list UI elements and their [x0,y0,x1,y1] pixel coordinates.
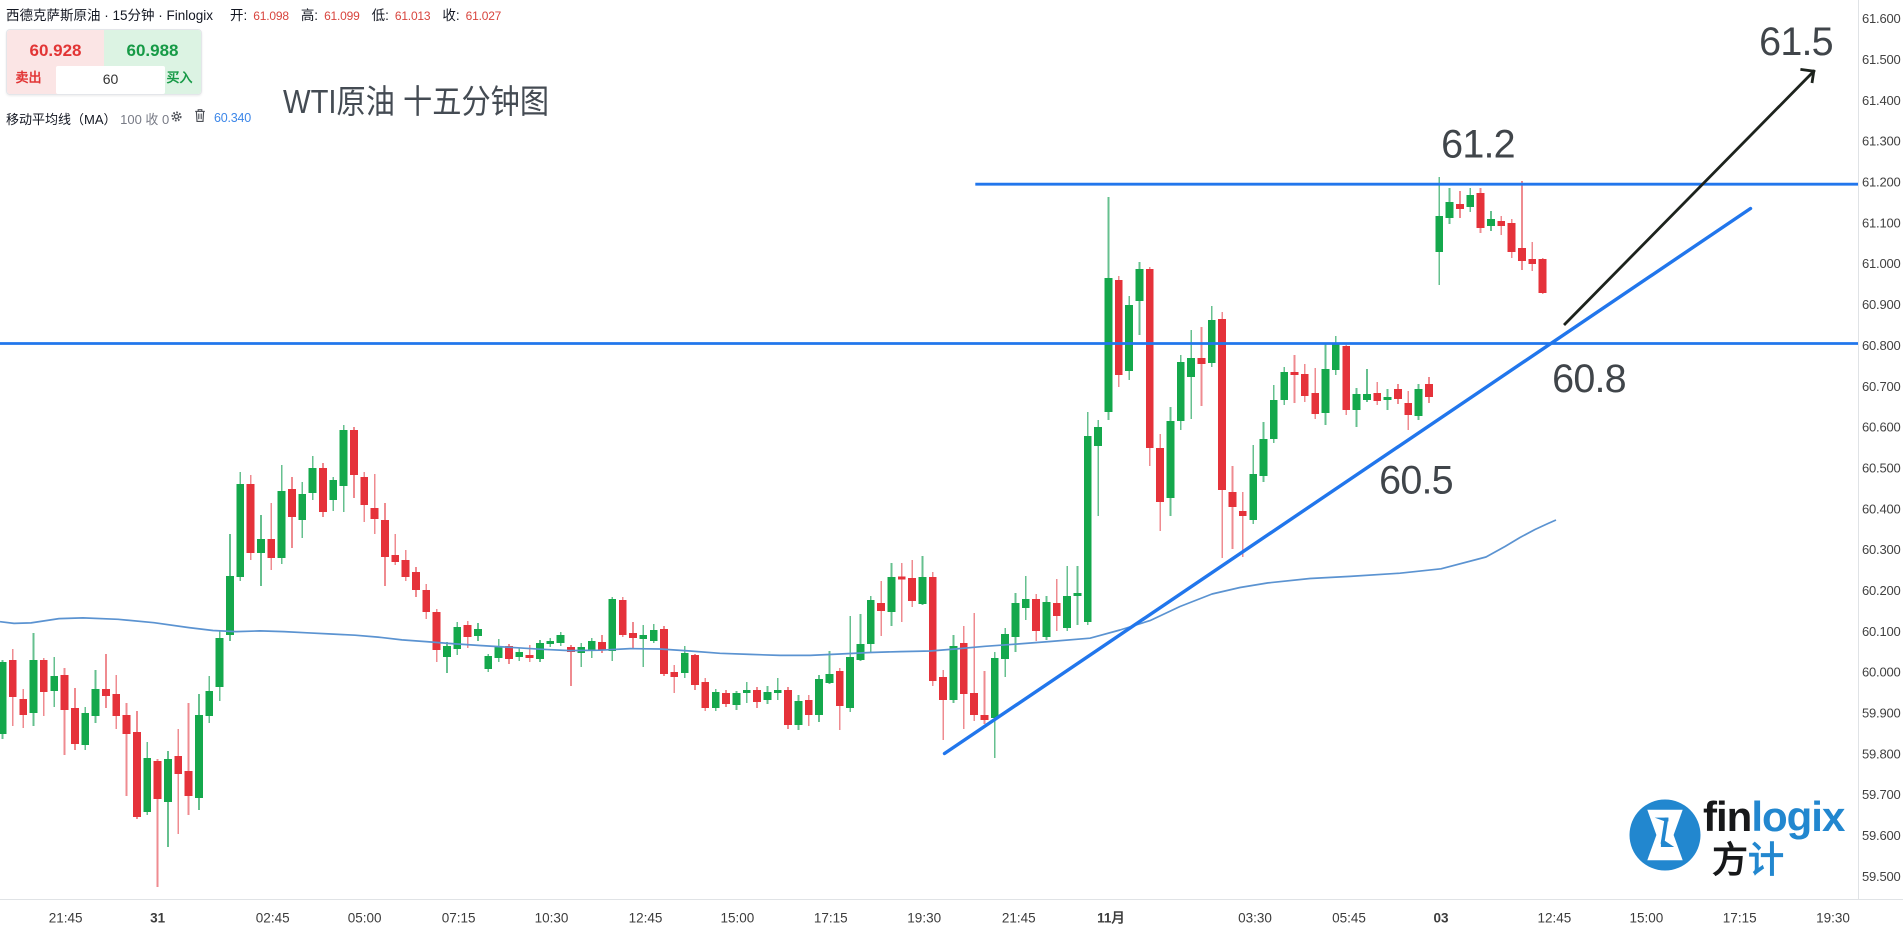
svg-text:21:45: 21:45 [1002,911,1036,926]
svg-text:17:15: 17:15 [814,911,848,926]
svg-text:60.400: 60.400 [1862,501,1901,516]
svg-text:15:00: 15:00 [1630,911,1664,926]
svg-text:17:15: 17:15 [1723,911,1757,926]
svg-text:12:45: 12:45 [1538,911,1572,926]
svg-text:59.900: 59.900 [1862,706,1901,721]
svg-text:60.5: 60.5 [1379,459,1453,503]
svg-text:05:45: 05:45 [1332,911,1366,926]
svg-text:61.5: 61.5 [1759,20,1833,64]
svg-text:31: 31 [150,911,166,926]
svg-text:02:45: 02:45 [256,911,290,926]
svg-text:61.400: 61.400 [1862,93,1901,108]
svg-text:07:15: 07:15 [442,911,476,926]
svg-text:60.200: 60.200 [1862,583,1901,598]
svg-text:61.2: 61.2 [1441,123,1515,167]
svg-text:11月: 11月 [1097,911,1125,926]
svg-text:60.600: 60.600 [1862,420,1901,435]
svg-text:59.500: 59.500 [1862,869,1901,884]
svg-text:60.100: 60.100 [1862,624,1901,639]
svg-text:61.600: 61.600 [1862,11,1901,26]
svg-text:03:30: 03:30 [1238,911,1272,926]
svg-text:60.800: 60.800 [1862,338,1901,353]
svg-text:60.700: 60.700 [1862,379,1901,394]
svg-text:15:00: 15:00 [721,911,755,926]
svg-text:12:45: 12:45 [629,911,663,926]
svg-text:61.500: 61.500 [1862,52,1901,67]
svg-text:61.100: 61.100 [1862,215,1901,230]
svg-text:60.300: 60.300 [1862,542,1901,557]
svg-text:59.600: 59.600 [1862,828,1901,843]
svg-text:60.500: 60.500 [1862,461,1901,476]
svg-text:05:00: 05:00 [348,911,382,926]
svg-text:60.8: 60.8 [1552,357,1626,401]
svg-text:19:30: 19:30 [907,911,941,926]
svg-text:59.800: 59.800 [1862,746,1901,761]
svg-text:61.300: 61.300 [1862,134,1901,149]
svg-text:60.000: 60.000 [1862,665,1901,680]
svg-text:19:30: 19:30 [1816,911,1850,926]
svg-text:59.700: 59.700 [1862,787,1901,802]
svg-text:61.000: 61.000 [1862,256,1901,271]
svg-text:10:30: 10:30 [535,911,569,926]
svg-text:60.900: 60.900 [1862,297,1901,312]
svg-text:21:45: 21:45 [49,911,83,926]
svg-text:03: 03 [1433,911,1449,926]
svg-text:61.200: 61.200 [1862,175,1901,190]
svg-text:finlogix: finlogix [1703,793,1846,840]
svg-text:方计: 方计 [1712,839,1784,880]
